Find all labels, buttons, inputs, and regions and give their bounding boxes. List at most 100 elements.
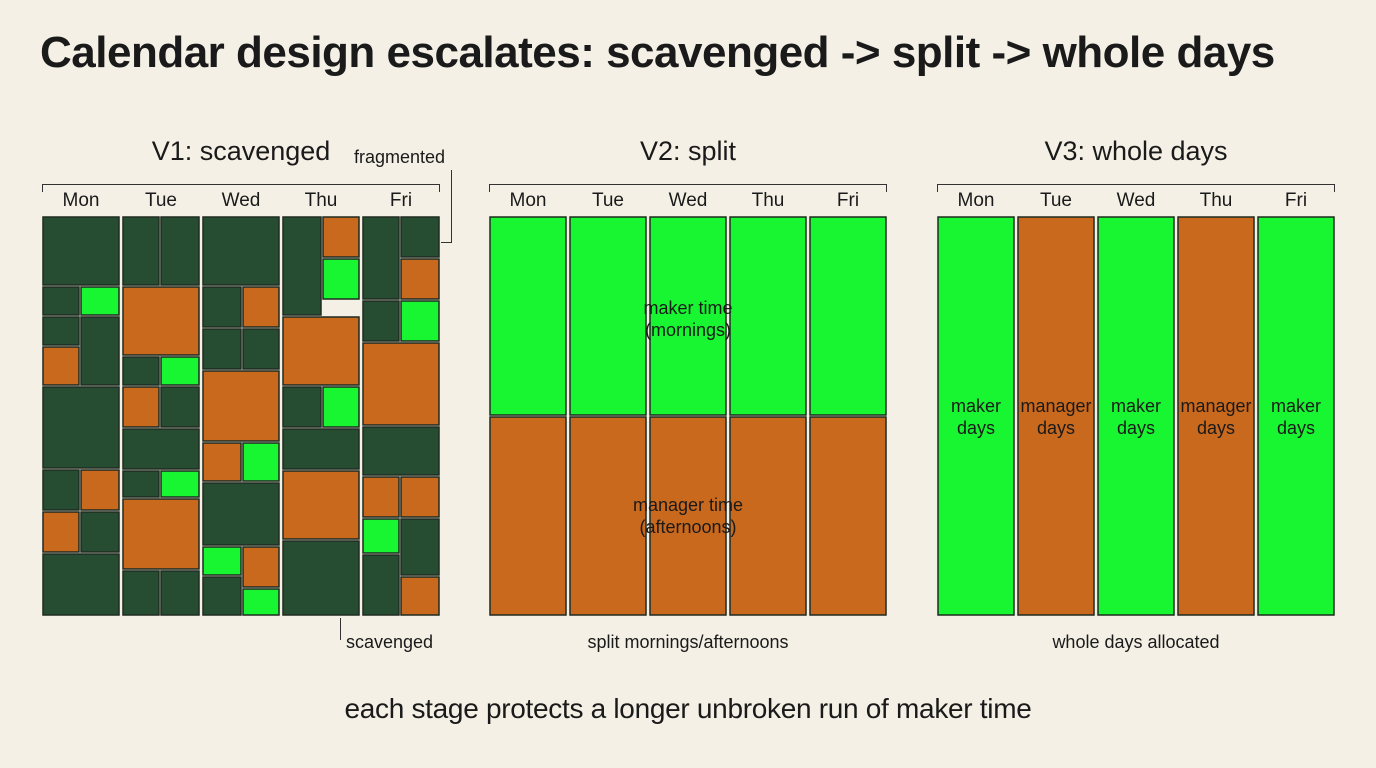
day-label-mon: Mon (957, 190, 995, 211)
v1-block (42, 346, 80, 386)
v1-block (42, 469, 80, 511)
v1-block (160, 386, 200, 428)
v3-day-column (937, 216, 1015, 616)
v1-block (362, 342, 440, 426)
v1-block (122, 356, 160, 386)
v1-block (282, 216, 322, 316)
v1-block (242, 286, 280, 328)
v1-block (362, 518, 400, 554)
scavenged-leader-line (340, 618, 342, 640)
v2-manager-block (649, 416, 727, 616)
day-label-fri: Fri (389, 190, 413, 211)
v1-block (202, 576, 242, 616)
v1-block (160, 470, 200, 498)
day-label-fri: Fri (1284, 190, 1308, 211)
v1-block (242, 546, 280, 588)
v2-split-grid (489, 216, 887, 616)
v2-maker-block (809, 216, 887, 416)
v1-block (42, 316, 80, 346)
v1-block (282, 470, 360, 540)
v1-block (322, 258, 360, 300)
v1-block (122, 386, 160, 428)
day-label-wed: Wed (668, 190, 708, 211)
v1-block (362, 554, 400, 616)
v1-block (42, 553, 120, 616)
v1-block (122, 286, 200, 356)
day-label-wed: Wed (1116, 190, 1156, 211)
v1-block (202, 216, 280, 286)
day-label-tue: Tue (144, 190, 178, 211)
v1-block (282, 540, 360, 616)
week-bracket-v1 (42, 184, 440, 192)
v1-block (42, 216, 120, 286)
v3-col-label-tue: manager days (1020, 396, 1092, 438)
v2-maker-block (649, 216, 727, 416)
v1-block (202, 370, 280, 442)
v3-col-label-mon: maker days (950, 396, 1001, 438)
panel-title-v3: V3: whole days (1044, 136, 1228, 166)
v1-block (400, 518, 440, 576)
v2-manager-block (729, 416, 807, 616)
maker-time-label: maker time (mornings) (643, 298, 733, 340)
v1-block (122, 428, 200, 470)
week-bracket-v2 (489, 184, 887, 192)
v2-manager-block (489, 416, 567, 616)
v1-block (362, 476, 400, 518)
v1-scavenged-grid (42, 216, 440, 616)
v2-maker-block (729, 216, 807, 416)
day-label-mon: Mon (62, 190, 100, 211)
v1-block (400, 216, 440, 258)
v1-block (282, 428, 360, 470)
v1-block (362, 426, 440, 476)
day-label-tue: Tue (591, 190, 625, 211)
v3-col-label-thu: manager days (1180, 396, 1252, 438)
day-label-wed: Wed (221, 190, 261, 211)
v1-block (80, 469, 120, 511)
v1-block (242, 442, 280, 482)
v2-manager-block (809, 416, 887, 616)
v1-block (400, 300, 440, 342)
v1-block (282, 386, 322, 428)
panel-title-v2: V2: split (639, 136, 737, 166)
v1-block (322, 386, 360, 428)
v1-block (42, 511, 80, 553)
v1-block (242, 588, 280, 616)
v1-block (202, 546, 242, 576)
v1-block (282, 316, 360, 386)
v3-col-label-fri: maker days (1270, 396, 1321, 438)
caption-v3: whole days allocated (1052, 632, 1220, 652)
fragmented-leader-line (441, 170, 452, 243)
caption-v1: scavenged (346, 632, 434, 652)
v1-block (242, 328, 280, 370)
v2-manager-block (569, 416, 647, 616)
page-title: Calendar design escalates: scavenged -> … (40, 28, 1275, 77)
v1-block (80, 316, 120, 386)
v1-block (400, 576, 440, 616)
footer-summary: each stage protects a longer unbroken ru… (344, 693, 1032, 724)
v3-day-column (1257, 216, 1335, 616)
v1-block (80, 286, 120, 316)
v2-maker-block (489, 216, 567, 416)
v1-block (122, 216, 160, 286)
day-label-fri: Fri (836, 190, 860, 211)
v1-block (400, 476, 440, 518)
v1-block (202, 442, 242, 482)
manager-time-label: manager time (afternoons) (632, 495, 744, 537)
v3-day-column (1177, 216, 1255, 616)
v1-block (202, 328, 242, 370)
v3-whole-days-grid (937, 216, 1335, 616)
day-label-thu: Thu (304, 190, 338, 211)
day-label-thu: Thu (1199, 190, 1233, 211)
v1-block (160, 216, 200, 286)
v3-day-column (1017, 216, 1095, 616)
v1-block (122, 498, 200, 570)
v1-block (400, 258, 440, 300)
panel-title-v1: V1: scavenged (151, 136, 331, 166)
v1-block (122, 570, 160, 616)
week-bracket-v3 (937, 184, 1335, 192)
v1-block (160, 356, 200, 386)
annotation-fragmented: fragmented (354, 147, 446, 167)
v1-block (42, 386, 120, 469)
v1-block (202, 286, 242, 328)
day-label-thu: Thu (751, 190, 785, 211)
